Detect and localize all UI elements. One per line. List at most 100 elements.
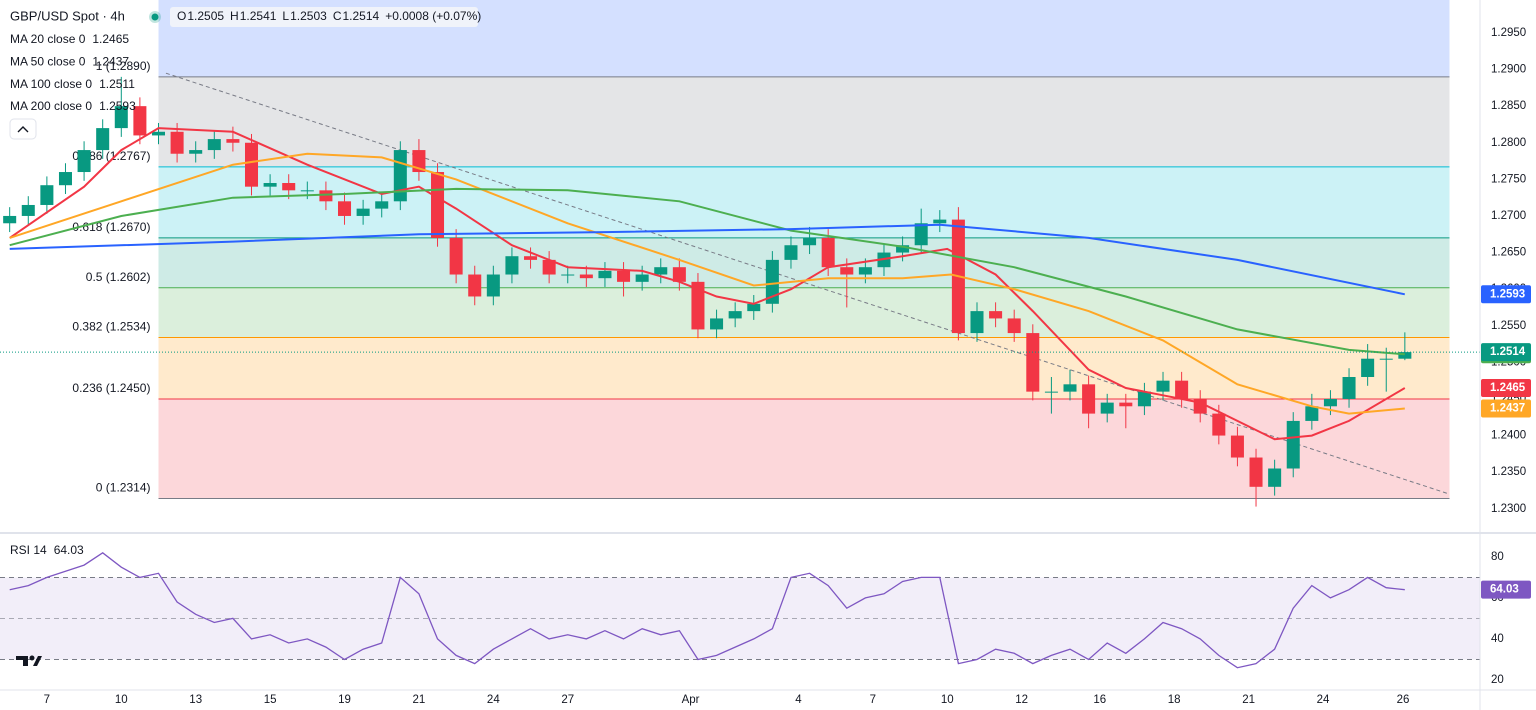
candle-body bbox=[449, 237, 463, 275]
candle-body bbox=[728, 311, 742, 319]
rsi-tick-label: 80 bbox=[1491, 551, 1504, 563]
rsi-value-box bbox=[1481, 580, 1531, 599]
rsi-tick-label: 40 bbox=[1491, 633, 1504, 645]
candle-body bbox=[338, 201, 352, 216]
y-tick-label: 1.2300 bbox=[1491, 503, 1526, 515]
ma-legend-value: 1.2465 bbox=[92, 32, 129, 46]
candle-body bbox=[58, 172, 72, 186]
ma-legend-name: MA 50 close 0 bbox=[10, 54, 86, 68]
candle-body bbox=[617, 270, 631, 282]
candle-body bbox=[114, 106, 128, 129]
ma-value-box bbox=[1481, 378, 1531, 397]
candle-body bbox=[1119, 402, 1133, 407]
x-tick-label: 7 bbox=[44, 694, 50, 706]
candle-body bbox=[207, 139, 221, 151]
candle-body bbox=[542, 259, 556, 275]
ma-line bbox=[9, 223, 1406, 296]
fib-label: 0.382 (1.2534) bbox=[72, 320, 150, 334]
candle-body bbox=[244, 142, 259, 187]
candle-body bbox=[803, 237, 817, 246]
tradingview-logo[interactable] bbox=[16, 655, 42, 667]
last-price-box bbox=[1481, 343, 1531, 362]
ma-line bbox=[9, 152, 1405, 415]
ma-value-box bbox=[1481, 285, 1531, 304]
candle-body bbox=[1249, 457, 1263, 487]
ma-line bbox=[9, 127, 1406, 441]
ma-line bbox=[9, 187, 1405, 356]
x-tick-label: 16 bbox=[1093, 694, 1106, 706]
x-tick-label: Apr bbox=[682, 694, 700, 706]
y-tick-label: 1.2550 bbox=[1491, 320, 1526, 332]
logo-part bbox=[29, 655, 35, 661]
x-tick-label: 10 bbox=[115, 694, 128, 706]
candle-body bbox=[914, 223, 928, 246]
candle-body bbox=[189, 150, 203, 154]
symbol-title: GBP/USD Spot · 4h bbox=[10, 8, 125, 23]
candle-body bbox=[840, 267, 854, 275]
candle-body bbox=[1137, 391, 1151, 407]
rsi-tick-label: 20 bbox=[1491, 674, 1504, 686]
candle-body bbox=[96, 128, 110, 151]
candle-body bbox=[1156, 380, 1170, 392]
y-tick-label: 1.2700 bbox=[1491, 210, 1526, 222]
collapse-chevron bbox=[17, 126, 29, 133]
ohlc-key: O bbox=[177, 9, 186, 23]
rsi-line bbox=[9, 552, 1405, 669]
fib-fill bbox=[158, 337, 1450, 399]
y-tick-label: 1.2900 bbox=[1491, 64, 1526, 76]
legend: GBP/USD Spot · 4h MA 20 close 0 1.2465 MA … bbox=[10, 7, 481, 557]
ohlc-key: C bbox=[333, 9, 342, 23]
candle-body bbox=[691, 281, 705, 330]
x-tick-label: 26 bbox=[1397, 694, 1410, 706]
y-tick-label: 1.2800 bbox=[1491, 137, 1526, 149]
collapse-button[interactable] bbox=[9, 118, 37, 140]
fib-fill bbox=[158, 166, 1450, 238]
ma-value-label: 1.2593 bbox=[1490, 288, 1525, 300]
candle-body bbox=[1007, 318, 1021, 334]
y-tick-label: 1.2350 bbox=[1491, 466, 1526, 478]
ohlc-key: H bbox=[230, 9, 239, 23]
candle-body bbox=[21, 204, 35, 216]
candle-body bbox=[858, 267, 872, 275]
candle-body bbox=[393, 150, 407, 202]
candle-body bbox=[133, 106, 147, 136]
collapse-button-box[interactable] bbox=[9, 118, 37, 140]
ohlc-change: +0.0008 (+0.07%) bbox=[385, 9, 481, 23]
market-status-dot bbox=[151, 13, 159, 21]
trend-line bbox=[165, 72, 1450, 495]
candle-body bbox=[431, 172, 445, 238]
candle-body bbox=[784, 245, 798, 260]
fib-label: 0.236 (1.2450) bbox=[72, 381, 150, 395]
candle-body bbox=[356, 208, 370, 216]
fib-label: 0.618 (1.2670) bbox=[72, 220, 150, 234]
candle-body bbox=[1398, 352, 1412, 359]
ohlc-value: 1.2505 bbox=[187, 9, 224, 23]
candle-body bbox=[989, 311, 1003, 319]
candle-body bbox=[505, 256, 519, 275]
fib-label: 0 (1.2314) bbox=[96, 481, 151, 495]
candle-body bbox=[1379, 358, 1393, 360]
x-tick-label: 24 bbox=[487, 694, 500, 706]
candle-body bbox=[579, 274, 593, 279]
fib-label: 0.5 (1.2602) bbox=[86, 270, 151, 284]
y-tick-label: 1.2650 bbox=[1491, 247, 1526, 259]
ma-legend-name: MA 20 close 0 bbox=[10, 32, 86, 46]
candle-body bbox=[524, 256, 538, 260]
x-tick-label: 13 bbox=[189, 694, 202, 706]
y-tick-label: 1.2750 bbox=[1491, 173, 1526, 185]
y-tick-label: 1.2950 bbox=[1491, 27, 1526, 39]
x-tick-label: 12 bbox=[1015, 694, 1028, 706]
candle-body bbox=[747, 303, 761, 312]
candle-body bbox=[3, 215, 17, 224]
candle-body bbox=[226, 139, 240, 143]
ohlc-background bbox=[170, 7, 478, 27]
ohlc-value: 1.2541 bbox=[240, 9, 277, 23]
candle-body bbox=[1100, 402, 1114, 414]
ma-legend-name: MA 100 close 0 bbox=[10, 77, 92, 91]
candle-body bbox=[710, 318, 724, 330]
ohlc-value: 1.2514 bbox=[342, 9, 379, 23]
ohlc-key: L bbox=[282, 9, 289, 23]
candle-body bbox=[319, 190, 333, 202]
